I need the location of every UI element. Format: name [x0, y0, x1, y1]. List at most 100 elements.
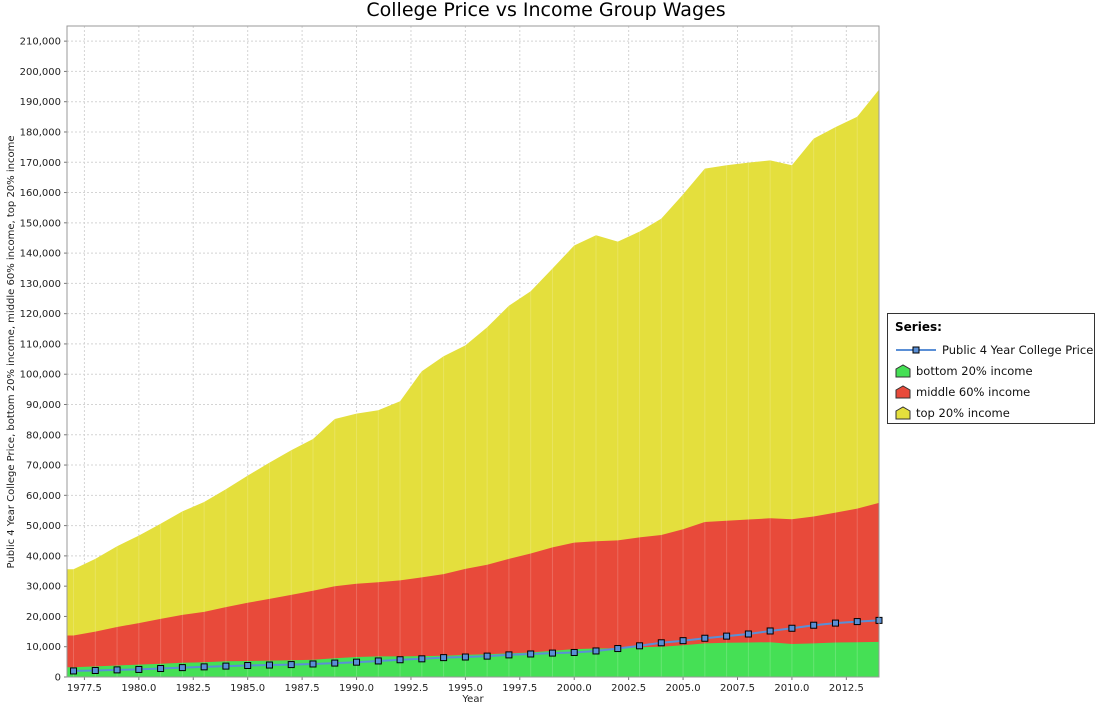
stacked-areas	[67, 89, 880, 678]
y-tick-label: 100,000	[20, 370, 61, 381]
x-tick-label: 1977.5	[67, 683, 102, 694]
y-tick-label: 190,000	[20, 97, 61, 108]
y-tick-label: 80,000	[26, 430, 61, 441]
legend-item-top-20: top 20% income	[895, 402, 1094, 423]
college-price-point	[440, 654, 448, 662]
legend-item-middle-60: middle 60% income	[895, 381, 1094, 402]
x-tick-label: 1992.5	[393, 683, 428, 694]
x-tick-label: 1982.5	[176, 683, 211, 694]
legend-item-college-price: Public 4 Year College Price	[895, 339, 1094, 360]
college-price-point	[657, 639, 665, 647]
x-tick-label: 1990.0	[339, 683, 374, 694]
x-axis: 1977.5 1980.0 1982.5 1985.0 1987.5 1990.0 1992…	[67, 677, 864, 694]
college-price-point	[396, 656, 404, 664]
y-tick-label: 150,000	[20, 218, 61, 229]
college-price-point	[636, 642, 644, 650]
x-axis-label: Year	[461, 694, 484, 704]
college-price-point	[505, 651, 513, 659]
y-tick-label: 30,000	[26, 582, 61, 593]
college-price-series-line	[73, 619, 880, 672]
legend-title: Series:	[895, 320, 942, 334]
college-price-point	[592, 647, 600, 655]
college-price-point	[810, 621, 818, 629]
legend-label: bottom 20% income	[916, 363, 1033, 378]
college-price-point	[788, 624, 796, 632]
college-price-line	[70, 616, 883, 675]
y-tick-label: 60,000	[26, 491, 61, 502]
y-tick-label: 200,000	[20, 67, 61, 78]
plot-border	[66, 25, 880, 678]
y-tick-label: 180,000	[20, 127, 61, 138]
college-price-point	[331, 659, 339, 667]
college-price-point	[614, 645, 622, 653]
x-tick-label: 1985.0	[230, 683, 265, 694]
college-price-point	[766, 627, 774, 635]
y-tick-label: 110,000	[20, 339, 61, 350]
area-top-20-income	[67, 89, 879, 678]
y-axis: 0 10,000 20,000 30,000 40,000 50,000 60,000 70,…	[20, 37, 67, 684]
y-tick-label: 50,000	[26, 521, 61, 532]
x-tick-label: 1980.0	[121, 683, 156, 694]
college-price-point	[418, 655, 426, 663]
area-swatch-icon	[895, 405, 911, 419]
college-price-point	[744, 630, 752, 638]
x-tick-label: 2010.0	[774, 683, 809, 694]
x-tick-label: 2007.5	[720, 683, 755, 694]
y-tick-label: 170,000	[20, 158, 61, 169]
area-middle-60-income	[67, 502, 879, 677]
college-price-point	[287, 661, 295, 669]
college-price-point	[200, 663, 208, 671]
college-price-point	[723, 632, 731, 640]
y-tick-label: 10,000	[26, 642, 61, 653]
college-price-point	[853, 618, 861, 626]
college-price-point	[113, 666, 121, 674]
x-tick-label: 1995.0	[448, 683, 483, 694]
y-axis-label: Public 4 Year College Price, bottom 20% …	[6, 136, 17, 569]
college-price-point	[178, 664, 186, 672]
college-price-point	[244, 661, 252, 669]
y-tick-label: 130,000	[20, 279, 61, 290]
college-price-point	[222, 662, 230, 670]
college-price-point	[679, 637, 687, 645]
x-tick-label: 2005.0	[666, 683, 701, 694]
college-price-point	[831, 619, 839, 627]
college-price-point	[701, 634, 709, 642]
legend-item-bottom-20: bottom 20% income	[895, 360, 1094, 381]
college-price-point	[461, 653, 469, 661]
college-price-point	[527, 650, 535, 658]
line-marker-icon	[896, 346, 936, 353]
college-price-point	[135, 665, 143, 673]
area-swatch-icon	[895, 384, 911, 398]
college-price-point	[483, 652, 491, 660]
legend: Series: Public 4 Year College Price bott…	[887, 313, 1095, 424]
college-price-point	[70, 667, 78, 675]
area-swatch-icon	[895, 363, 911, 377]
chart-title: College Price vs Income Group Wages	[366, 0, 725, 21]
y-tick-label: 0	[55, 673, 61, 684]
college-price-point	[265, 661, 273, 669]
y-tick-label: 90,000	[26, 400, 61, 411]
college-price-point	[157, 665, 165, 673]
y-tick-label: 140,000	[20, 249, 61, 260]
college-price-point	[353, 658, 361, 666]
college-price-point	[570, 648, 578, 656]
college-price-point	[374, 657, 382, 665]
college-price-point	[548, 649, 556, 657]
legend-label: Public 4 Year College Price	[942, 342, 1094, 357]
y-tick-label: 160,000	[20, 188, 61, 199]
legend-label: top 20% income	[916, 405, 1010, 420]
college-price-point	[309, 660, 317, 668]
legend-label: middle 60% income	[916, 384, 1031, 399]
x-tick-label: 2002.5	[611, 683, 646, 694]
y-tick-label: 70,000	[26, 461, 61, 472]
x-tick-label: 2000.0	[557, 683, 592, 694]
x-tick-label: 1987.5	[285, 683, 320, 694]
x-tick-label: 2012.5	[829, 683, 864, 694]
y-tick-label: 40,000	[26, 551, 61, 562]
y-tick-label: 20,000	[26, 612, 61, 623]
y-tick-label: 120,000	[20, 309, 61, 320]
x-tick-label: 1997.5	[502, 683, 537, 694]
college-price-point	[91, 666, 99, 674]
y-tick-label: 210,000	[20, 37, 61, 48]
